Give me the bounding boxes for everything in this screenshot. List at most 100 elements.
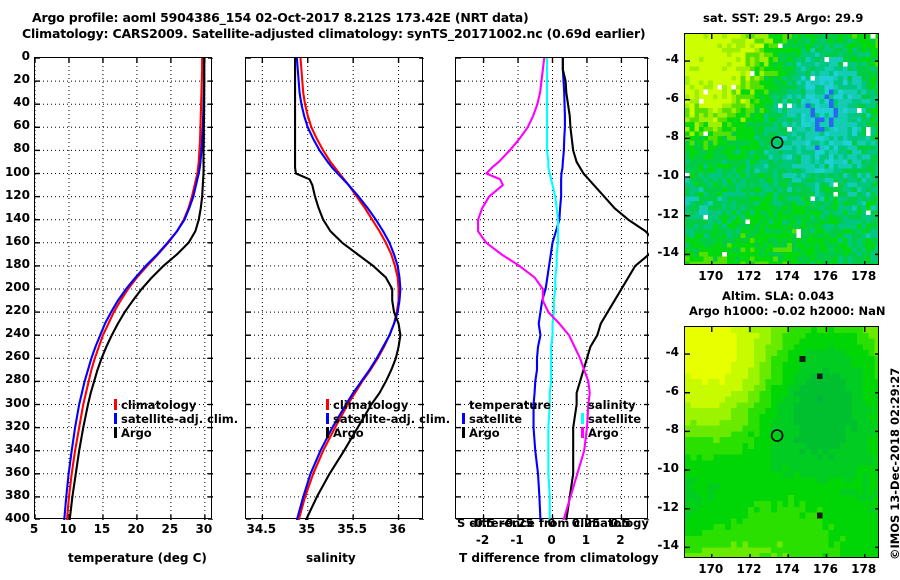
legend-label: satellite bbox=[469, 412, 523, 426]
legend-entry: satellite bbox=[581, 412, 641, 426]
depth-tick-label: 60 bbox=[13, 118, 30, 133]
legend-label: satellite bbox=[588, 412, 642, 426]
title-line-2: Climatology: CARS2009. Satellite-adjuste… bbox=[22, 26, 646, 41]
t-difference-axis-label: T difference from climatology bbox=[459, 551, 659, 565]
depth-tick-label: 200 bbox=[4, 280, 30, 294]
depth-tick-label: 80 bbox=[13, 141, 30, 156]
title-line-1: Argo profile: aoml 5904386_154 02-Oct-20… bbox=[32, 10, 529, 25]
map-lat-tick-label: -6 bbox=[665, 90, 679, 105]
legend-color-swatch bbox=[114, 427, 117, 438]
legend-color-swatch bbox=[326, 413, 329, 424]
map-lon-tick-label: 176 bbox=[812, 562, 838, 576]
depth-tick-label: 220 bbox=[4, 303, 30, 318]
map-lat-tick-label: -12 bbox=[657, 499, 679, 514]
s-difference-tick-label: -0.25 bbox=[500, 516, 534, 530]
legend-label: Argo bbox=[588, 426, 619, 440]
difference-profile-plot bbox=[455, 57, 649, 520]
depth-tick-label: 340 bbox=[4, 441, 30, 456]
legend-entry: satellite-adj. clim. bbox=[326, 412, 450, 426]
legend-entry: Argo bbox=[581, 426, 641, 440]
map-lat-tick-label: -6 bbox=[665, 383, 679, 398]
salinity-tick-label: 35.5 bbox=[337, 522, 367, 536]
depth-tick-label: 280 bbox=[4, 372, 30, 387]
temperature-profile-plot bbox=[34, 57, 213, 520]
temperature-tick-label: 5 bbox=[29, 522, 39, 536]
map-lon-tick-label: 178 bbox=[851, 269, 877, 283]
map-lat-tick-label: -8 bbox=[665, 422, 679, 437]
legend-entry: Argo bbox=[114, 426, 238, 440]
legend-color-swatch bbox=[581, 413, 584, 424]
map-lat-tick-label: -10 bbox=[657, 168, 679, 183]
depth-tick-label: 160 bbox=[4, 233, 30, 248]
sla-map-title-line1: Altim. SLA: 0.043 bbox=[722, 289, 835, 303]
temperature-tick-label: 10 bbox=[59, 522, 77, 536]
legend-entry: satellite-adj. clim. bbox=[114, 412, 238, 426]
sla-map-title-line2: Argo h1000: -0.02 h2000: NaN bbox=[689, 304, 886, 318]
legend-header: temperature bbox=[469, 398, 551, 412]
salinity-tick-label: 36 bbox=[389, 522, 406, 536]
legend-entry: satellite bbox=[462, 412, 551, 426]
t-difference-tick-label: 1 bbox=[581, 533, 591, 547]
salinity-tick-label: 35 bbox=[298, 522, 316, 536]
depth-tick-label: 140 bbox=[4, 210, 30, 225]
legend-color-swatch bbox=[581, 427, 584, 438]
temperature-legend: climatology satellite-adj. clim. Argo bbox=[114, 398, 238, 440]
copyright-label: ©IMOS 13-Dec-2018 02:29:27 bbox=[888, 367, 900, 560]
depth-tick-label: 400 bbox=[4, 511, 30, 525]
depth-tick-label: 20 bbox=[13, 72, 30, 87]
map-lon-tick-label: 176 bbox=[812, 269, 838, 283]
t-difference-tick-label: -2 bbox=[475, 533, 490, 547]
legend-entry: Argo bbox=[326, 426, 450, 440]
map-lat-tick-label: -12 bbox=[657, 206, 679, 221]
temperature-tick-label: 25 bbox=[161, 522, 179, 536]
s-difference-axis-label: S difference from climatology bbox=[457, 516, 649, 530]
salinity-profile-plot bbox=[245, 57, 424, 520]
sst-map-title: sat. SST: 29.5 Argo: 29.9 bbox=[703, 11, 864, 25]
map-lon-tick-label: 174 bbox=[774, 562, 800, 576]
sla-map bbox=[684, 326, 879, 558]
legend-color-swatch bbox=[326, 399, 329, 410]
legend-color-swatch bbox=[114, 399, 117, 410]
temperature-axis-label: temperature (deg C) bbox=[68, 551, 207, 565]
temperature-tick-label: 15 bbox=[93, 522, 111, 536]
legend-label: satellite-adj. clim. bbox=[121, 412, 239, 426]
depth-tick-label: 100 bbox=[4, 164, 30, 179]
temperature-tick-label: 20 bbox=[127, 522, 145, 536]
depth-tick-label: 380 bbox=[4, 487, 30, 502]
map-lat-tick-label: -4 bbox=[665, 52, 679, 67]
t-difference-tick-label: 2 bbox=[616, 533, 625, 547]
s-difference-tick-label: 0.25 bbox=[571, 516, 601, 530]
sst-map bbox=[684, 33, 879, 265]
depth-tick-label: 120 bbox=[4, 187, 30, 202]
legend-entry: Argo bbox=[462, 426, 551, 440]
map-lat-tick-label: -8 bbox=[665, 129, 679, 144]
map-lat-tick-label: -14 bbox=[657, 245, 679, 260]
depth-tick-label: 40 bbox=[13, 95, 30, 110]
difference-legend-salinity: salinity satellite Argo bbox=[581, 398, 641, 440]
salinity-axis-label: salinity bbox=[306, 551, 356, 565]
map-lat-tick-label: -14 bbox=[657, 538, 679, 553]
depth-tick-label: 0 bbox=[21, 49, 30, 63]
legend-entry: climatology bbox=[114, 398, 238, 412]
t-difference-tick-label: -1 bbox=[510, 533, 524, 547]
depth-tick-label: 300 bbox=[4, 395, 30, 410]
map-lon-tick-label: 174 bbox=[774, 269, 800, 283]
temperature-tick-label: 30 bbox=[195, 522, 213, 536]
legend-color-swatch bbox=[462, 427, 465, 438]
legend-label: Argo bbox=[469, 426, 500, 440]
legend-label: Argo bbox=[333, 426, 364, 440]
depth-tick-label: 260 bbox=[4, 349, 30, 364]
s-difference-tick-label: 0 bbox=[547, 516, 556, 530]
legend-entry: climatology bbox=[326, 398, 450, 412]
depth-tick-label: 320 bbox=[4, 418, 30, 433]
legend-label: satellite-adj. clim. bbox=[333, 412, 451, 426]
legend-label: Argo bbox=[121, 426, 152, 440]
legend-color-swatch bbox=[114, 413, 117, 424]
depth-tick-label: 360 bbox=[4, 464, 30, 479]
depth-tick-label: 180 bbox=[4, 256, 30, 271]
legend-color-swatch bbox=[326, 427, 329, 438]
map-lon-tick-label: 172 bbox=[736, 269, 762, 283]
legend-label: climatology bbox=[121, 398, 197, 412]
map-lon-tick-label: 178 bbox=[851, 562, 877, 576]
depth-tick-label: 240 bbox=[4, 326, 30, 341]
